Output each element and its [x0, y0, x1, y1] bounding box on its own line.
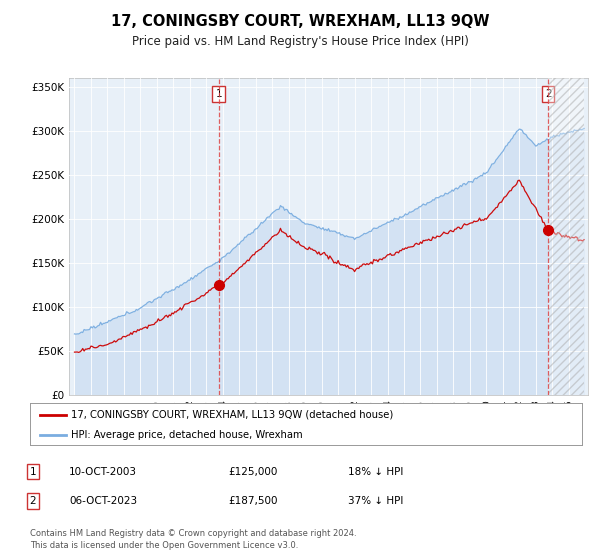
Bar	[548, 78, 584, 395]
Text: Contains HM Land Registry data © Crown copyright and database right 2024.
This d: Contains HM Land Registry data © Crown c…	[30, 529, 356, 550]
Text: £187,500: £187,500	[228, 496, 277, 506]
Text: 2: 2	[545, 89, 551, 99]
Bar	[548, 78, 584, 395]
Text: HPI: Average price, detached house, Wrexham: HPI: Average price, detached house, Wrex…	[71, 430, 303, 440]
Text: 10-OCT-2003: 10-OCT-2003	[69, 466, 137, 477]
Text: 2: 2	[29, 496, 37, 506]
Text: 06-OCT-2023: 06-OCT-2023	[69, 496, 137, 506]
Text: £125,000: £125,000	[228, 466, 277, 477]
Text: 37% ↓ HPI: 37% ↓ HPI	[348, 496, 403, 506]
Text: 1: 1	[29, 466, 37, 477]
Text: 17, CONINGSBY COURT, WREXHAM, LL13 9QW (detached house): 17, CONINGSBY COURT, WREXHAM, LL13 9QW (…	[71, 410, 394, 420]
Text: 18% ↓ HPI: 18% ↓ HPI	[348, 466, 403, 477]
Text: Price paid vs. HM Land Registry's House Price Index (HPI): Price paid vs. HM Land Registry's House …	[131, 35, 469, 48]
Text: 17, CONINGSBY COURT, WREXHAM, LL13 9QW: 17, CONINGSBY COURT, WREXHAM, LL13 9QW	[111, 14, 489, 29]
Text: 1: 1	[215, 89, 222, 99]
